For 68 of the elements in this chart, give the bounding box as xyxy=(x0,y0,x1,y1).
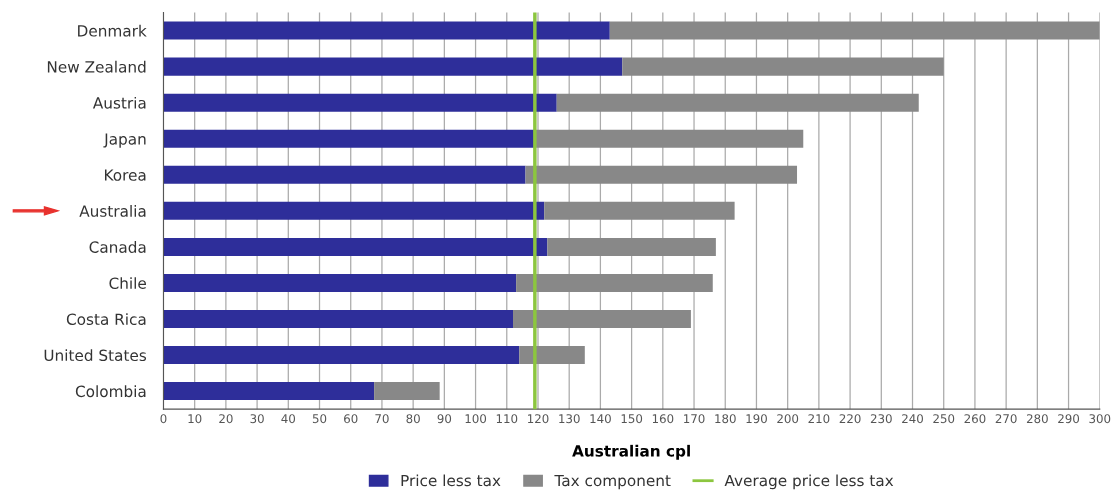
y-tick-label: Austria xyxy=(92,96,146,109)
y-tick-label: Korea xyxy=(104,169,146,181)
bar xyxy=(163,382,375,401)
x-tick-label: 100 xyxy=(465,414,487,424)
legend-label: Tax component xyxy=(554,474,671,490)
bar xyxy=(163,346,520,365)
bar xyxy=(374,382,440,401)
y-tick-label: Canada xyxy=(89,241,146,253)
x-tick-label: 260 xyxy=(964,414,986,424)
x-tick-label: 70 xyxy=(375,414,389,424)
x-tick-label: 130 xyxy=(559,414,580,424)
x-tick-label: 220 xyxy=(839,414,861,424)
bar xyxy=(547,237,716,256)
bar xyxy=(163,57,623,76)
x-tick-label: 30 xyxy=(250,414,264,424)
x-tick-label: 60 xyxy=(344,414,358,424)
x-tick-label: 200 xyxy=(777,414,799,424)
y-tick-label: Costa Rica xyxy=(66,313,146,326)
bar xyxy=(534,129,804,148)
bar xyxy=(163,201,545,220)
bar xyxy=(163,309,514,329)
x-tick-label: 150 xyxy=(621,414,643,424)
x-tick-label: 90 xyxy=(437,414,452,424)
y-tick-label: Australia xyxy=(79,205,146,217)
bar xyxy=(163,237,548,256)
x-tick-label: 210 xyxy=(808,414,830,424)
legend-label: Price less tax xyxy=(401,474,501,487)
x-tick-label: 40 xyxy=(281,414,296,424)
bar xyxy=(609,21,1100,40)
bar xyxy=(519,346,585,365)
x-tick-label: 280 xyxy=(1026,414,1048,424)
y-tick-label: Denmark xyxy=(78,24,147,37)
x-axis-title: Australian cpl xyxy=(572,444,690,460)
bar xyxy=(516,273,713,292)
x-tick-label: 300 xyxy=(1089,414,1111,424)
x-tick-label: 80 xyxy=(406,414,420,424)
x-tick-label: 180 xyxy=(715,414,736,424)
x-tick-label: 170 xyxy=(684,414,705,424)
bar xyxy=(544,201,735,220)
y-tick-label: Colombia xyxy=(75,385,146,398)
x-tick-label: 270 xyxy=(995,414,1017,424)
x-tick-label: 110 xyxy=(496,414,518,424)
y-tick-label: Chile xyxy=(109,277,146,289)
bar xyxy=(513,309,691,329)
x-tick-label: 250 xyxy=(933,414,955,424)
x-tick-label: 120 xyxy=(528,414,549,424)
bar xyxy=(622,57,944,76)
x-tick-label: 0 xyxy=(160,414,167,424)
x-tick-label: 230 xyxy=(870,414,892,424)
x-tick-label: 10 xyxy=(188,414,202,424)
x-tick-label: 240 xyxy=(902,414,923,424)
x-tick-label: 50 xyxy=(312,414,327,424)
bar xyxy=(556,93,919,112)
x-tick-label: 290 xyxy=(1058,414,1080,424)
y-tick-label: Japan xyxy=(103,133,146,148)
y-tick-label: New Zealand xyxy=(47,60,146,73)
bar xyxy=(525,165,798,184)
bar xyxy=(163,273,517,292)
x-tick-label: 20 xyxy=(219,414,233,424)
x-tick-label: 160 xyxy=(652,414,674,424)
bar xyxy=(163,93,557,112)
x-tick-label: 190 xyxy=(746,414,767,424)
legend-label: Average price less tax xyxy=(724,474,894,490)
x-tick-label: 140 xyxy=(590,414,611,424)
bar xyxy=(163,129,535,148)
bar xyxy=(163,21,610,40)
y-tick-label: United States xyxy=(44,349,147,362)
bar xyxy=(163,165,526,184)
